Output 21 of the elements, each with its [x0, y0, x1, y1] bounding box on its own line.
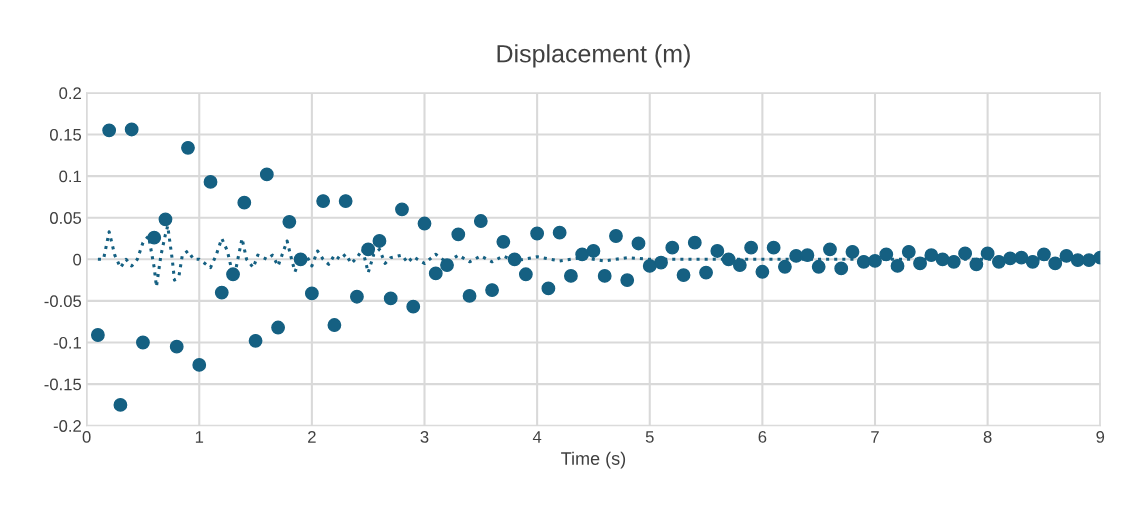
y-tick-label: 0.05	[49, 212, 82, 224]
x-tick-label: 9	[1096, 431, 1105, 443]
x-tick-label: 0	[82, 431, 91, 443]
x-tick-label: 6	[758, 431, 767, 443]
y-tick-label: -0.2	[53, 420, 81, 432]
y-tick-label: 0.15	[49, 128, 82, 141]
chart-title: Displacement (m)	[497, 44, 690, 68]
x-axis-title: Time (s)	[561, 451, 626, 469]
y-tick-label: 0	[73, 253, 82, 266]
y-tick-label: -0.1	[53, 336, 81, 349]
x-tick-label: 2	[308, 431, 316, 443]
y-tick-label: 0.2	[59, 87, 81, 100]
x-tick-label: 1	[195, 431, 204, 443]
x-tick-label: 5	[645, 431, 654, 443]
y-tick-label: 0.1	[59, 170, 81, 183]
x-tick-label: 3	[420, 431, 429, 443]
x-tick-label: 7	[871, 431, 879, 443]
x-tick-label: 4	[532, 431, 542, 443]
y-tick-label: -0.15	[44, 378, 82, 391]
x-tick-label: 8	[983, 431, 992, 443]
y-tick-label: -0.05	[44, 295, 82, 308]
